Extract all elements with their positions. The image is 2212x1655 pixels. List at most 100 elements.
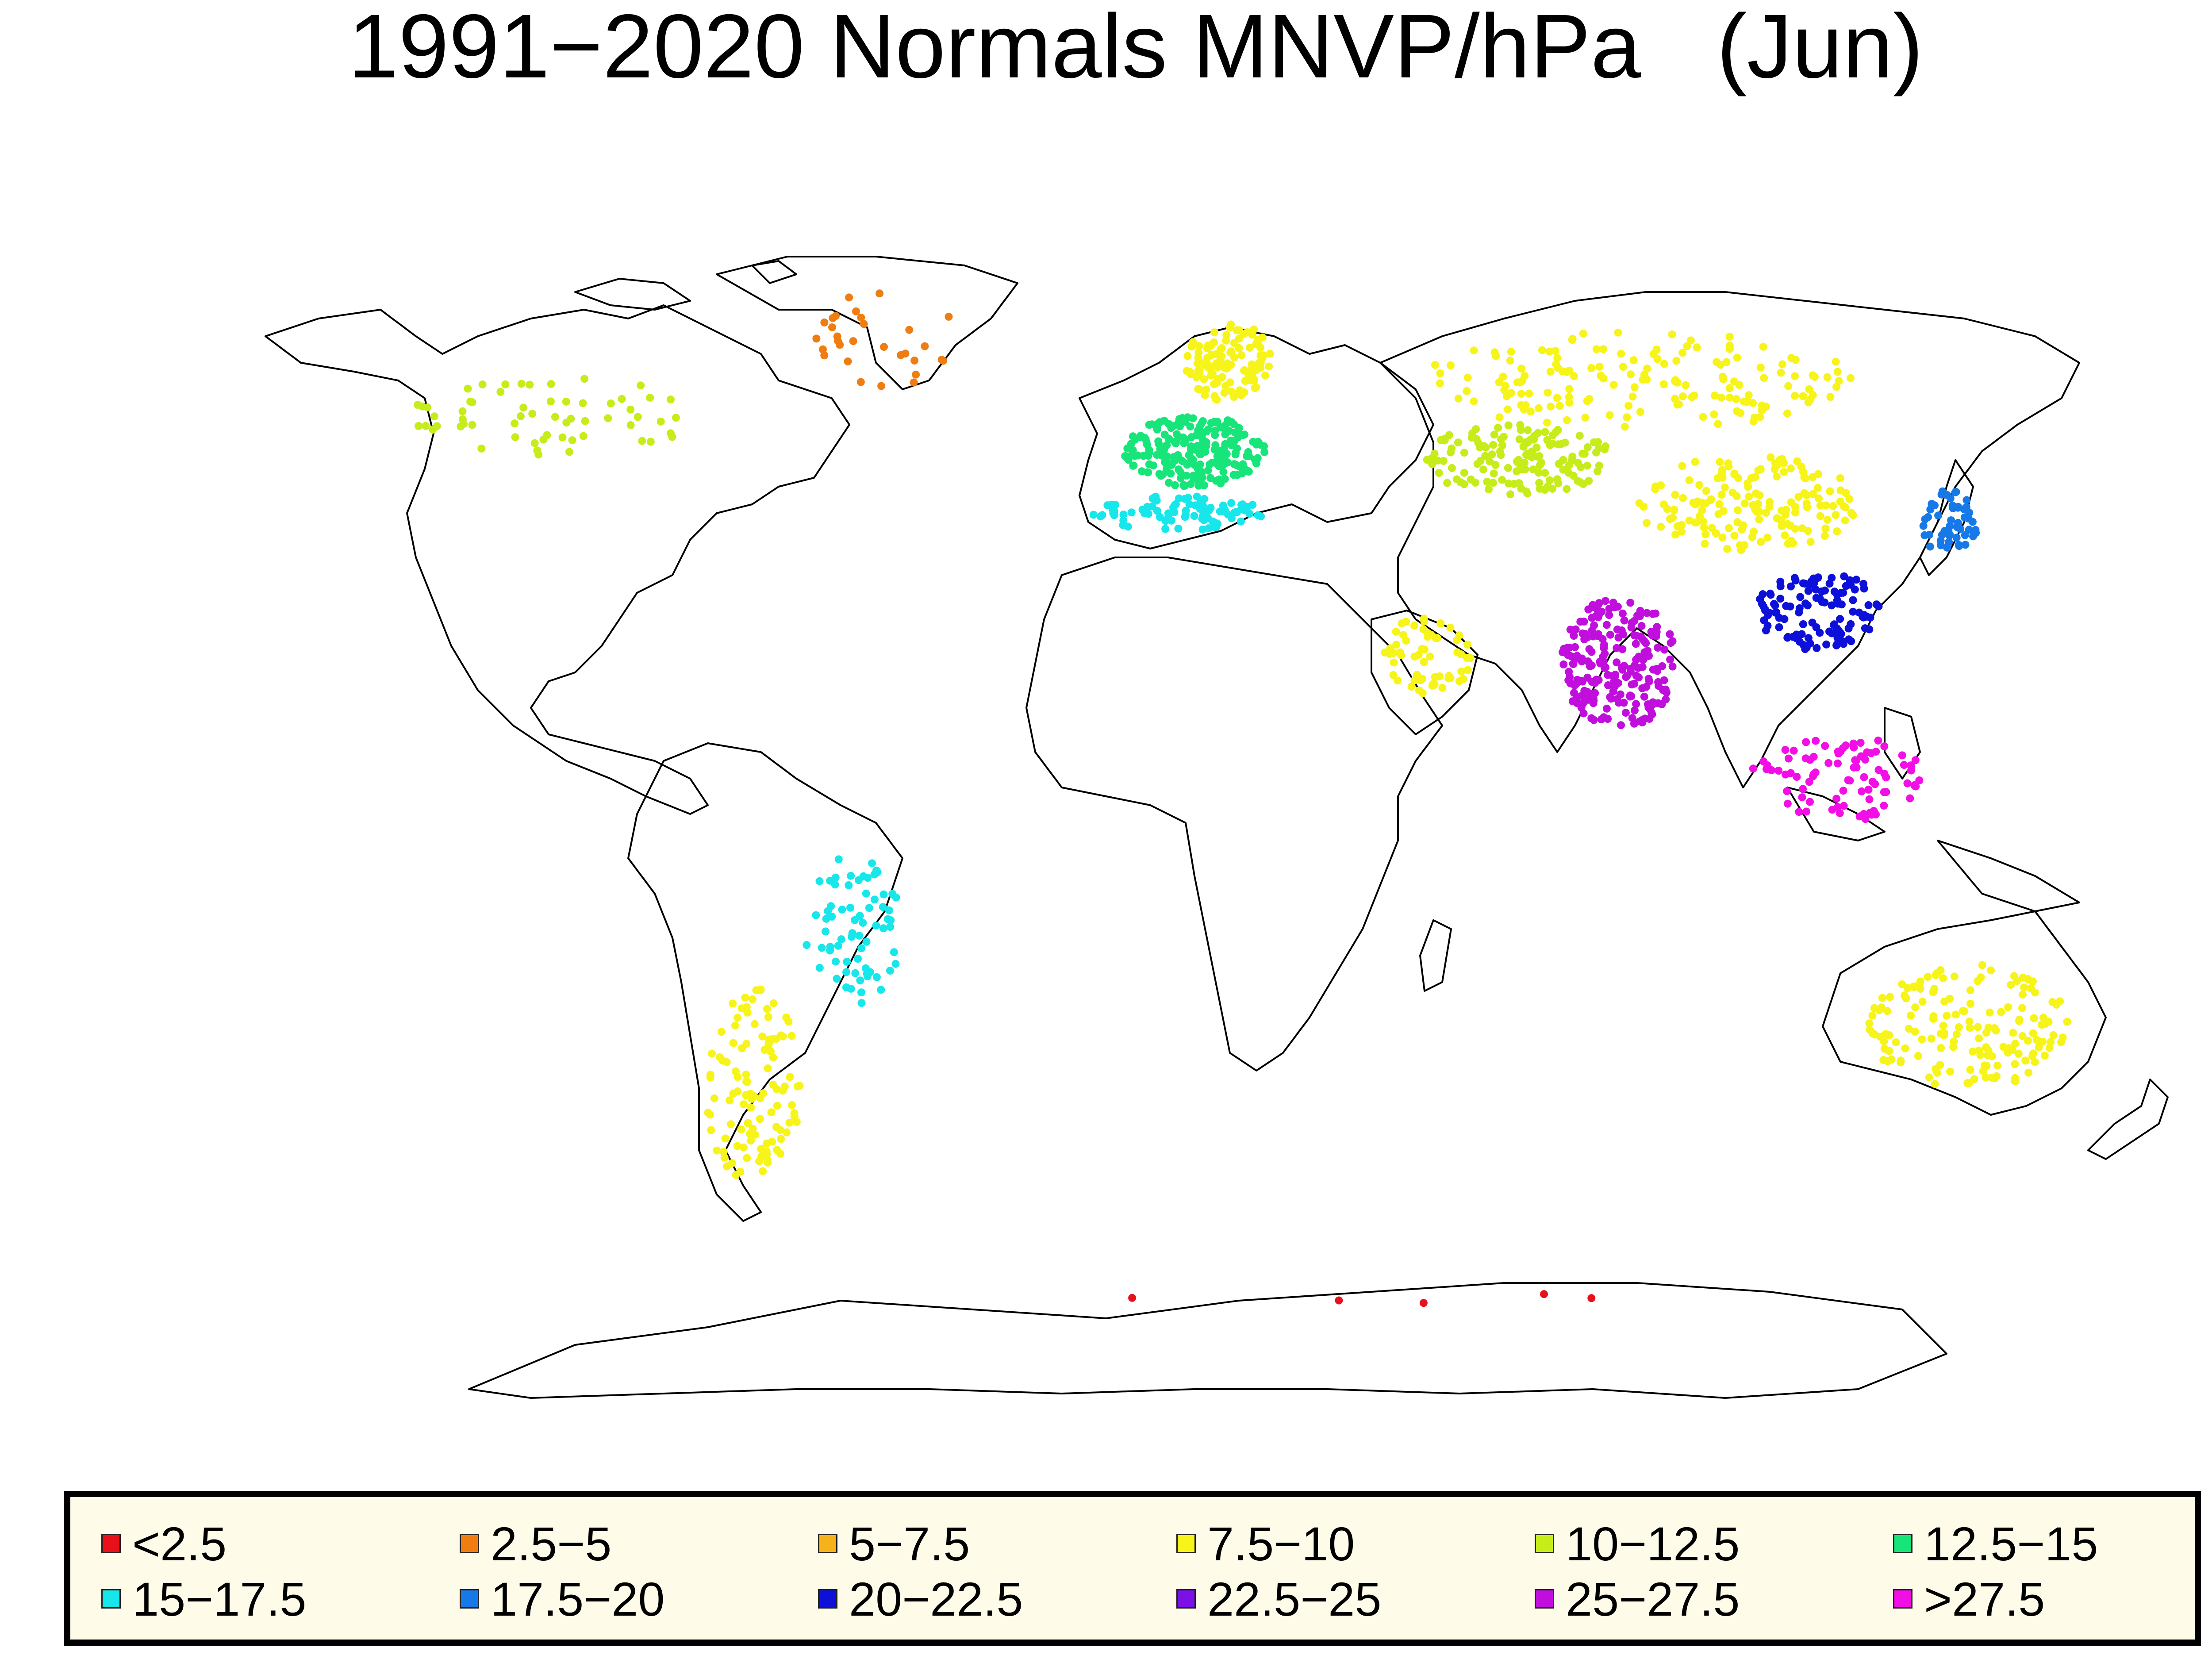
station-point bbox=[852, 307, 860, 315]
station-point bbox=[1955, 1023, 1963, 1031]
station-point bbox=[803, 941, 811, 949]
station-point bbox=[1678, 349, 1687, 357]
station-point bbox=[751, 1130, 759, 1139]
station-point bbox=[1932, 971, 1940, 979]
legend-item: 17.5−20 bbox=[460, 1572, 664, 1626]
station-point bbox=[1814, 574, 1822, 582]
station-point bbox=[767, 1108, 776, 1117]
station-point bbox=[1632, 700, 1640, 708]
station-point bbox=[1407, 683, 1416, 691]
station-point bbox=[757, 1152, 766, 1160]
legend-swatch bbox=[101, 1534, 121, 1553]
legend-label: 22.5−25 bbox=[1207, 1572, 1382, 1626]
station-point bbox=[1261, 371, 1269, 380]
station-point bbox=[1475, 443, 1484, 451]
station-point bbox=[1618, 645, 1627, 653]
station-point bbox=[1864, 785, 1873, 794]
station-point bbox=[740, 1143, 748, 1152]
station-point bbox=[1710, 410, 1718, 419]
station-point bbox=[1691, 518, 1699, 527]
station-point bbox=[1931, 501, 1939, 510]
station-point bbox=[2009, 1029, 2017, 1037]
station-point bbox=[1724, 462, 1733, 471]
station-point bbox=[1828, 601, 1836, 610]
station-point bbox=[1658, 662, 1667, 670]
station-point bbox=[1861, 756, 1869, 764]
station-point bbox=[1504, 464, 1512, 472]
station-point bbox=[1847, 509, 1855, 517]
station-point bbox=[1830, 588, 1839, 596]
station-point bbox=[848, 929, 856, 937]
station-point bbox=[1588, 693, 1596, 701]
station-point bbox=[1846, 776, 1854, 785]
station-point bbox=[1962, 503, 1970, 511]
station-point bbox=[1604, 671, 1612, 679]
station-point bbox=[1678, 462, 1686, 470]
station-point bbox=[872, 973, 881, 981]
station-point bbox=[2039, 1020, 2047, 1029]
station-point bbox=[1196, 505, 1204, 513]
station-point bbox=[2048, 998, 2057, 1006]
station-point bbox=[1212, 418, 1220, 426]
station-point bbox=[1916, 977, 1924, 986]
station-point bbox=[1770, 600, 1778, 608]
station-point bbox=[1945, 531, 1954, 540]
station-point bbox=[1623, 672, 1631, 680]
station-point bbox=[1241, 506, 1249, 515]
station-point bbox=[1457, 667, 1466, 676]
station-point bbox=[787, 1101, 796, 1110]
station-point bbox=[820, 319, 829, 326]
station-point bbox=[1600, 713, 1608, 722]
station-point bbox=[1707, 495, 1715, 503]
station-point bbox=[1759, 603, 1768, 611]
station-point bbox=[1486, 457, 1494, 466]
station-point bbox=[2039, 1037, 2047, 1046]
station-point bbox=[1791, 576, 1800, 585]
station-point bbox=[1128, 1294, 1137, 1302]
station-point bbox=[1759, 342, 1767, 351]
station-point bbox=[1787, 354, 1796, 362]
station-point bbox=[1180, 439, 1188, 447]
station-point bbox=[1754, 466, 1763, 475]
station-point bbox=[742, 1006, 750, 1014]
station-point bbox=[1392, 641, 1401, 649]
station-point bbox=[1836, 615, 1844, 623]
station-point bbox=[1587, 1294, 1596, 1302]
station-point bbox=[1392, 627, 1400, 636]
station-point bbox=[2014, 1050, 2023, 1058]
station-point bbox=[1763, 622, 1772, 630]
station-point bbox=[1180, 482, 1188, 490]
station-point bbox=[1505, 479, 1513, 488]
station-point bbox=[1454, 394, 1463, 403]
station-point bbox=[1786, 769, 1795, 777]
station-point bbox=[1919, 522, 1928, 530]
station-point bbox=[1547, 402, 1555, 411]
station-point bbox=[2024, 1068, 2033, 1077]
station-point bbox=[618, 395, 626, 403]
station-point bbox=[1580, 635, 1589, 644]
station-point bbox=[756, 1115, 764, 1123]
station-point bbox=[822, 914, 830, 923]
station-point bbox=[1797, 630, 1806, 638]
station-point bbox=[1227, 388, 1236, 396]
station-point bbox=[851, 969, 860, 977]
station-point bbox=[1929, 988, 1937, 996]
station-point bbox=[1851, 756, 1859, 764]
station-point bbox=[1918, 1035, 1926, 1044]
station-point bbox=[1791, 372, 1799, 380]
station-point bbox=[1785, 754, 1793, 763]
station-point bbox=[939, 357, 947, 365]
station-point bbox=[1975, 1034, 1983, 1043]
station-point bbox=[1798, 524, 1806, 533]
station-point bbox=[1523, 489, 1532, 498]
station-point bbox=[1154, 437, 1163, 445]
station-point bbox=[1619, 363, 1627, 371]
station-point bbox=[1796, 593, 1805, 601]
station-point bbox=[1502, 382, 1509, 390]
station-point bbox=[1726, 345, 1734, 353]
station-point bbox=[1861, 624, 1869, 633]
station-point bbox=[672, 414, 680, 422]
station-point bbox=[1911, 756, 1920, 764]
station-point bbox=[1144, 510, 1152, 518]
station-point bbox=[1745, 492, 1753, 501]
